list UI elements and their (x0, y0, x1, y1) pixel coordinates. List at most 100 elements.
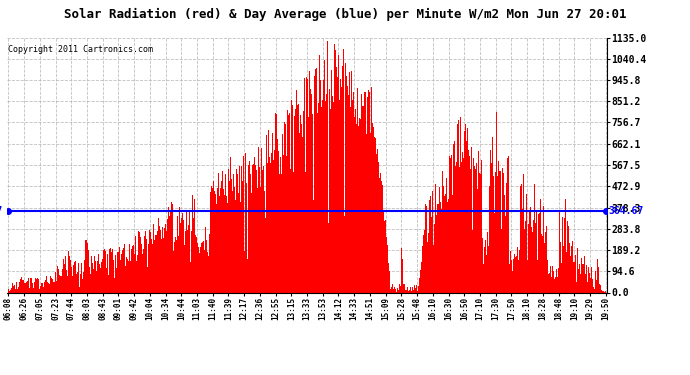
Bar (246, 182, 247, 292)
Bar (402, 259, 403, 292)
Bar (329, 89, 330, 292)
Bar (247, 259, 248, 292)
Bar (222, 171, 223, 292)
Bar (130, 261, 131, 292)
Bar (93, 268, 94, 292)
Bar (284, 122, 285, 292)
Bar (36, 279, 37, 292)
Bar (190, 262, 191, 292)
Bar (540, 211, 541, 292)
Bar (456, 162, 457, 292)
Bar (99, 264, 100, 292)
Bar (596, 280, 597, 292)
Bar (410, 287, 411, 292)
Bar (476, 163, 477, 292)
Bar (323, 80, 324, 292)
Bar (158, 218, 159, 292)
Bar (271, 153, 272, 292)
Bar (593, 287, 594, 292)
Bar (149, 230, 150, 292)
Bar (40, 286, 41, 292)
Bar (414, 289, 415, 292)
Bar (192, 232, 193, 292)
Bar (278, 151, 279, 292)
Bar (48, 282, 49, 292)
Bar (512, 244, 513, 292)
Bar (173, 251, 174, 292)
Bar (84, 261, 85, 292)
Bar (103, 250, 104, 292)
Bar (350, 77, 351, 292)
Bar (15, 289, 16, 292)
Bar (503, 173, 504, 292)
Bar (42, 283, 43, 292)
Bar (604, 290, 605, 292)
Bar (34, 290, 35, 292)
Bar (333, 102, 334, 292)
Bar (80, 274, 81, 292)
Bar (385, 220, 386, 292)
Bar (268, 130, 269, 292)
Bar (527, 260, 528, 292)
Bar (270, 163, 271, 292)
Bar (16, 282, 17, 292)
Bar (280, 157, 281, 292)
Bar (272, 124, 273, 292)
Bar (524, 222, 525, 292)
Bar (297, 104, 298, 292)
Bar (217, 212, 219, 292)
Bar (597, 247, 598, 292)
Bar (214, 191, 215, 292)
Bar (98, 254, 99, 292)
Bar (598, 267, 599, 292)
Bar (112, 249, 113, 292)
Bar (583, 264, 584, 292)
Bar (229, 182, 230, 292)
Bar (575, 255, 576, 292)
Bar (38, 279, 39, 292)
Bar (405, 290, 406, 292)
Bar (23, 280, 24, 292)
Bar (201, 243, 202, 292)
Bar (58, 273, 59, 292)
Bar (408, 284, 409, 292)
Bar (66, 270, 67, 292)
Bar (457, 122, 458, 292)
Bar (482, 238, 483, 292)
Bar (517, 260, 518, 292)
Bar (266, 135, 267, 292)
Bar (588, 267, 589, 292)
Bar (434, 224, 435, 292)
Bar (404, 284, 405, 292)
Bar (74, 264, 75, 292)
Bar (233, 240, 235, 292)
Bar (409, 290, 410, 292)
Bar (444, 168, 446, 292)
Bar (304, 78, 305, 292)
Bar (94, 261, 95, 292)
Bar (75, 261, 76, 292)
Bar (451, 156, 452, 292)
Bar (577, 266, 578, 292)
Bar (18, 287, 19, 292)
Bar (27, 276, 28, 292)
Bar (244, 252, 245, 292)
Bar (227, 203, 228, 292)
Bar (424, 221, 425, 292)
Bar (355, 109, 356, 292)
Bar (386, 237, 387, 292)
Bar (289, 113, 290, 292)
Bar (170, 212, 171, 292)
Bar (120, 260, 121, 292)
Bar (273, 159, 274, 292)
Bar (146, 239, 147, 292)
Bar (92, 263, 93, 292)
Bar (543, 221, 544, 292)
Bar (393, 289, 394, 292)
Bar (344, 90, 345, 292)
Bar (466, 141, 467, 292)
Bar (538, 214, 539, 292)
Bar (603, 291, 604, 292)
Bar (462, 152, 463, 292)
Bar (400, 286, 401, 292)
